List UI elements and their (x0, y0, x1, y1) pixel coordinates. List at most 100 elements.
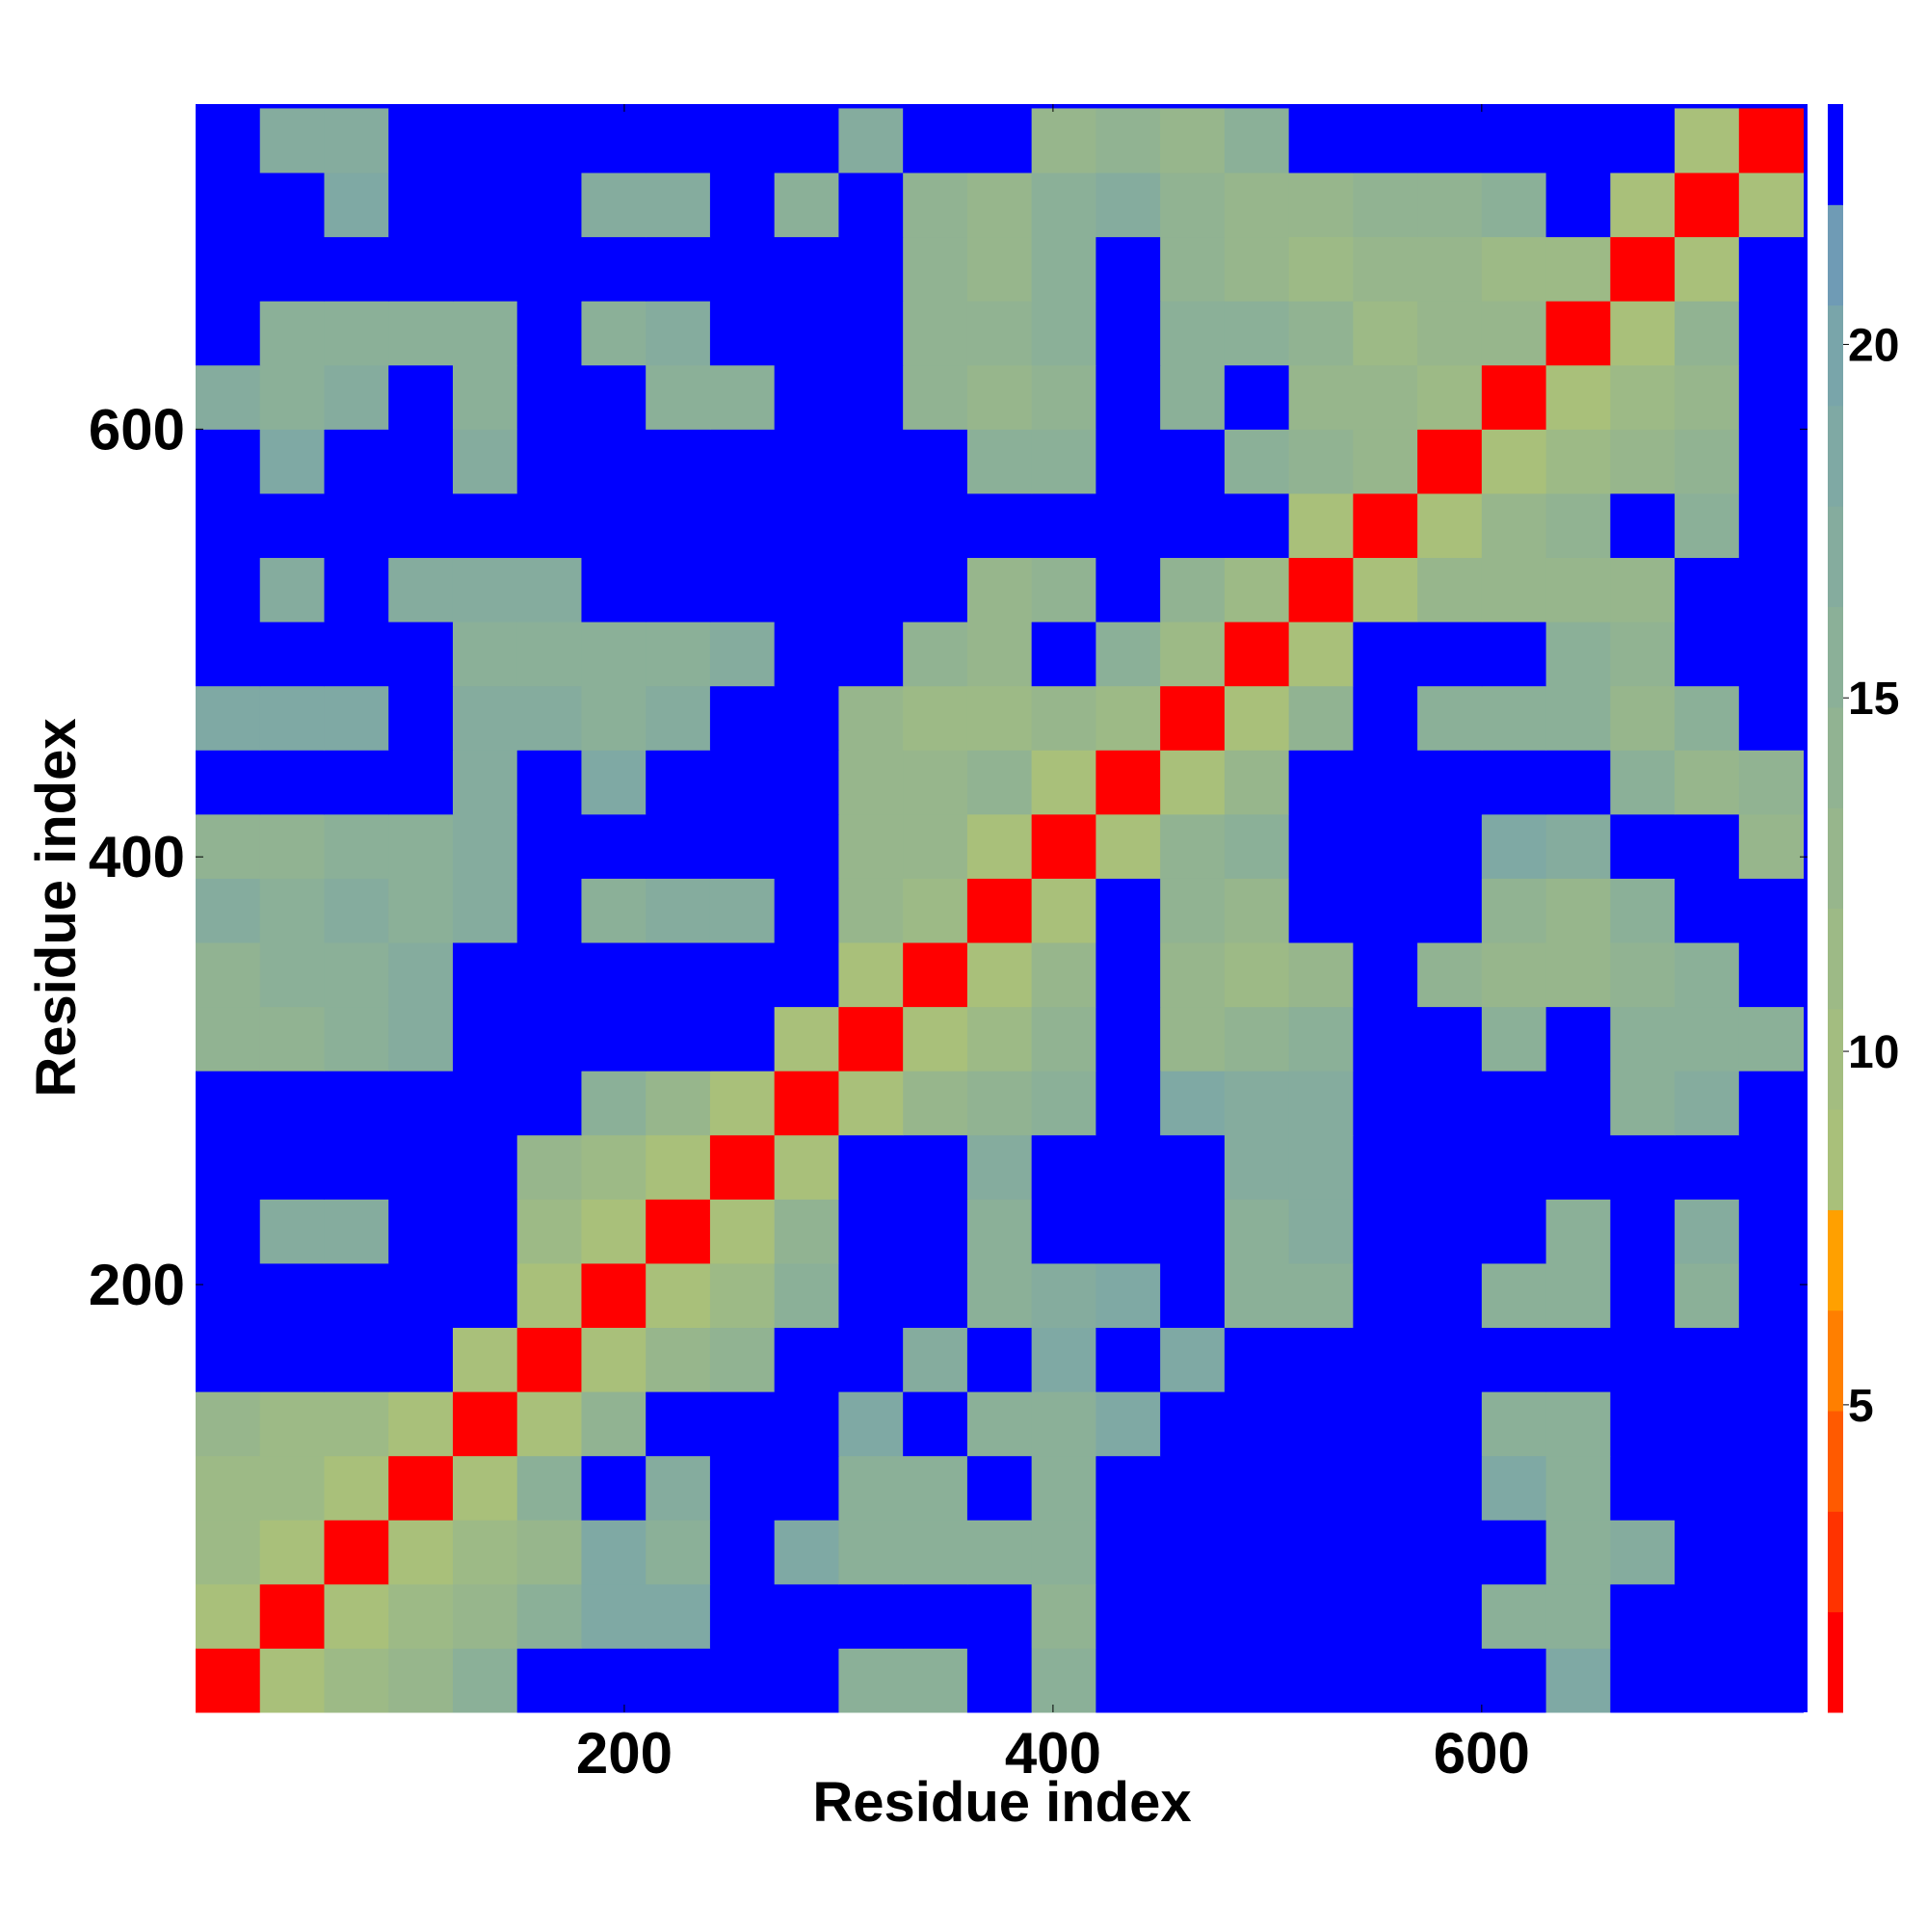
heatmap-cell (838, 1520, 904, 1585)
heatmap-cell (1224, 492, 1290, 559)
heatmap-cell (1288, 750, 1354, 815)
heatmap-cell (646, 1134, 711, 1200)
heatmap-cell (838, 1583, 904, 1649)
heatmap-cell (1288, 813, 1354, 879)
heatmap-cell (774, 685, 839, 751)
heatmap-cell (1353, 878, 1418, 943)
heatmap-cell (1545, 1199, 1611, 1264)
heatmap-cell (1481, 685, 1547, 751)
heatmap-cell (1481, 878, 1547, 943)
heatmap-cell (838, 1199, 904, 1264)
heatmap-cell (516, 1327, 582, 1392)
heatmap-cell (516, 750, 582, 815)
heatmap-cell (1738, 1455, 1805, 1521)
heatmap-cell (1738, 813, 1805, 879)
heatmap-cell (516, 1071, 582, 1136)
heatmap-cell (259, 1520, 325, 1585)
heatmap-cell (1288, 557, 1354, 622)
heatmap-cell (646, 1520, 711, 1585)
heatmap-cell (1288, 1006, 1354, 1072)
colorbar-segment (1828, 204, 1843, 306)
heatmap-cell (324, 750, 389, 815)
heatmap-cell (1675, 108, 1740, 173)
heatmap-cell (709, 172, 776, 238)
heatmap-cell (1095, 429, 1161, 494)
heatmap-cell (1610, 942, 1676, 1008)
heatmap-cell (1160, 1520, 1226, 1585)
heatmap-cell (1353, 1520, 1418, 1585)
colorbar-segment (1828, 1209, 1843, 1311)
heatmap-cell (324, 236, 389, 302)
heatmap-cell (1610, 1262, 1676, 1329)
heatmap-cell (1610, 878, 1676, 943)
heatmap-cell (646, 750, 711, 815)
heatmap-cell (1417, 813, 1483, 879)
heatmap-cell (196, 108, 261, 173)
heatmap-cell (1481, 1583, 1547, 1649)
heatmap-cell (1160, 557, 1226, 622)
heatmap-cell (646, 108, 711, 173)
heatmap-cell (709, 301, 776, 366)
heatmap-cell (1031, 878, 1096, 943)
heatmap-cell (903, 1583, 968, 1649)
heatmap-cell (774, 1520, 839, 1585)
heatmap-cell (1481, 108, 1547, 173)
heatmap-cell (903, 685, 968, 751)
heatmap-cell (324, 1134, 389, 1200)
heatmap-cell (1031, 685, 1096, 751)
heatmap-cell (581, 1583, 647, 1649)
heatmap-cell (774, 1455, 839, 1521)
heatmap-cell (966, 172, 1033, 238)
heatmap-cell (388, 622, 454, 687)
heatmap-cell (1545, 1583, 1611, 1649)
heatmap-cell (196, 1520, 261, 1585)
heatmap-cell (1610, 1006, 1676, 1072)
heatmap-cell (1675, 364, 1740, 430)
heatmap-cell (966, 557, 1033, 622)
heatmap-cell (388, 429, 454, 494)
heatmap-cell (1160, 1648, 1226, 1713)
heatmap-cell (774, 557, 839, 622)
heatmap-cell (581, 429, 647, 494)
heatmap-cell (1353, 1134, 1418, 1200)
heatmap-cell (1288, 1262, 1354, 1329)
heatmap-cell (452, 557, 518, 622)
heatmap-cell (774, 364, 839, 430)
heatmap-cell (774, 172, 839, 238)
heatmap-cell (646, 236, 711, 302)
heatmap-cell (1095, 942, 1161, 1008)
heatmap-cell (516, 108, 582, 173)
heatmap-cell (259, 1134, 325, 1200)
heatmap-cell (1545, 942, 1611, 1008)
heatmap-cell (1224, 1006, 1290, 1072)
heatmap-cell (966, 750, 1033, 815)
heatmap-cell (1288, 108, 1354, 173)
heatmap-cell (774, 108, 839, 173)
heatmap-cell (452, 1391, 518, 1457)
heatmap-cell (1353, 1199, 1418, 1264)
heatmap-cell (516, 942, 582, 1008)
heatmap-cell (1417, 108, 1483, 173)
heatmap-cell (1610, 1520, 1676, 1585)
colorbar-segment (1828, 1411, 1843, 1512)
heatmap-cell (966, 1583, 1033, 1649)
heatmap-cell (1224, 622, 1290, 687)
heatmap-cell (1224, 236, 1290, 302)
heatmap-cell (1160, 1006, 1226, 1072)
heatmap-cell (196, 1391, 261, 1457)
heatmap-cell (1095, 557, 1161, 622)
heatmap-cell (1545, 1391, 1611, 1457)
heatmap-cell (1675, 492, 1740, 559)
heatmap-cell (1417, 557, 1483, 622)
heatmap-cell (259, 685, 325, 751)
heatmap-cell (1288, 878, 1354, 943)
heatmap-cell (452, 622, 518, 687)
heatmap-cell (1095, 1391, 1161, 1457)
heatmap-cell (1288, 685, 1354, 751)
heatmap-cell (581, 172, 647, 238)
heatmap-cell (903, 108, 968, 173)
heatmap-cell (1353, 1327, 1418, 1392)
heatmap-cell (774, 1006, 839, 1072)
heatmap-cell (1160, 1134, 1226, 1200)
heatmap-cell (1545, 429, 1611, 494)
